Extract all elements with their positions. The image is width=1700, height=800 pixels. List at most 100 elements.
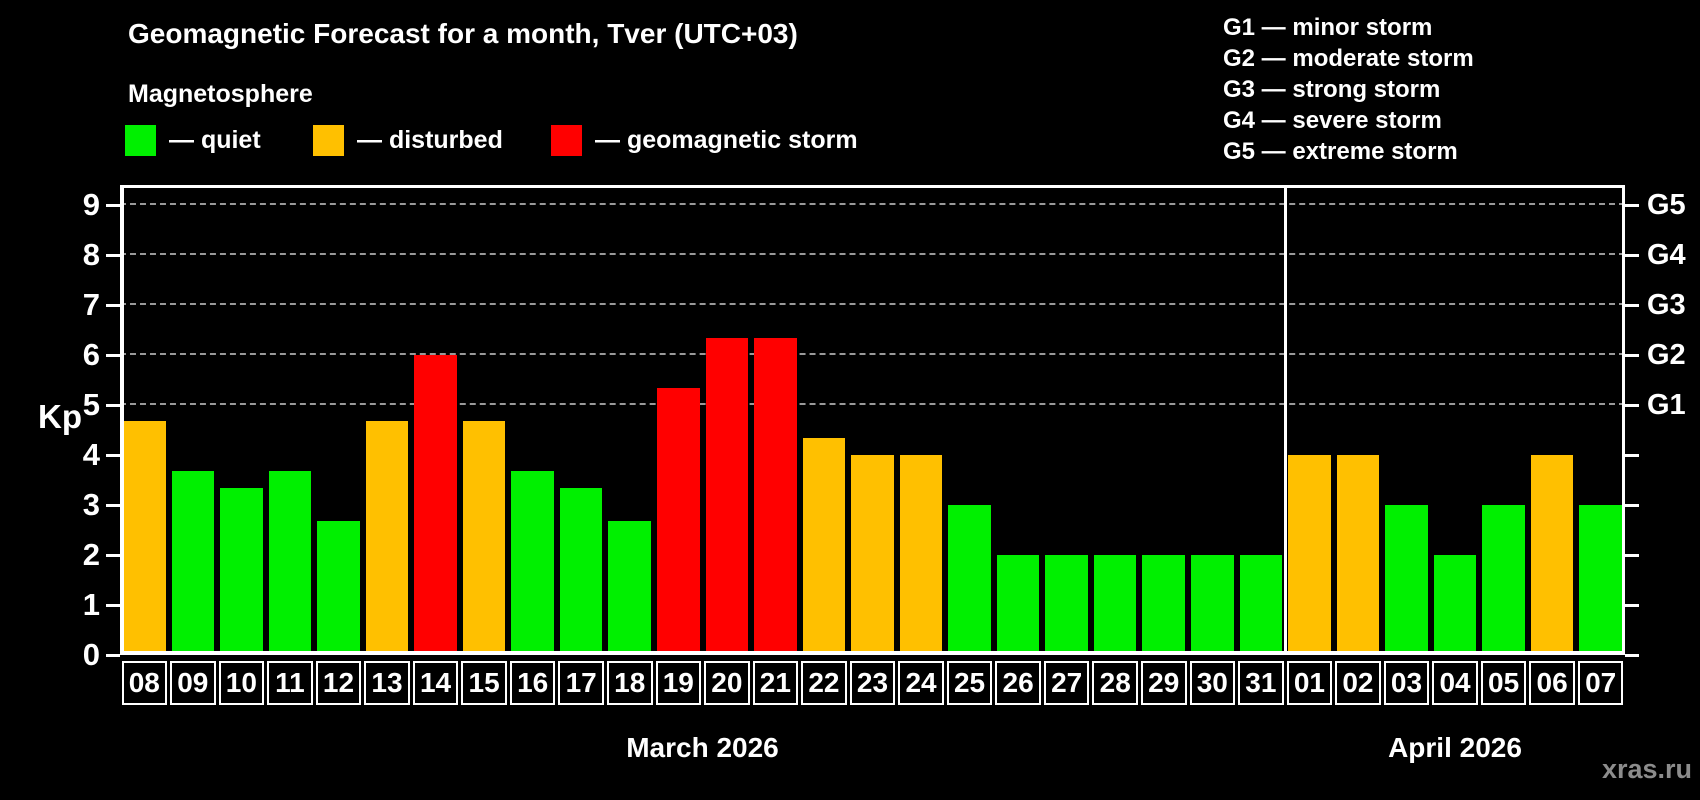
g-level-label-G3: G3 (1647, 289, 1686, 321)
kp-bar-day-01 (1288, 455, 1331, 655)
kp-bar-day-12 (317, 521, 360, 655)
kp-bar-day-20 (705, 338, 749, 655)
left-tick-0 (106, 654, 120, 657)
bar-column-day-23 (848, 185, 897, 655)
kp-bar-day-06 (1530, 455, 1574, 655)
day-label-07: 07 (1577, 661, 1624, 705)
bar-column-day-27 (1042, 185, 1091, 655)
y-tick-label-0: 0 (82, 637, 100, 672)
bar-column-day-01 (1285, 185, 1334, 655)
bar-column-day-18 (605, 185, 654, 655)
bar-column-day-14 (411, 185, 460, 655)
kp-bar-day-23 (851, 455, 894, 655)
bar-column-day-03 (1382, 185, 1431, 655)
day-label-23: 23 (849, 661, 896, 705)
bar-column-day-11 (266, 185, 315, 655)
kp-bar-day-16 (511, 471, 554, 655)
bars-row (120, 185, 1625, 655)
day-label-17: 17 (558, 661, 604, 705)
storm-scale-line: G2 — moderate storm (1223, 45, 1474, 72)
day-label-24: 24 (898, 661, 944, 705)
kp-bar-day-26 (996, 555, 1040, 655)
kp-bar-day-24 (899, 455, 943, 655)
y-tick-label-2: 2 (82, 537, 100, 572)
kp-bar-day-13 (365, 421, 409, 655)
legend-item-quiet: — quiet (125, 124, 261, 156)
y-tick-label-8: 8 (82, 237, 100, 272)
bar-column-day-20 (703, 185, 752, 655)
day-label-08: 08 (121, 661, 168, 705)
day-label-19: 19 (655, 661, 702, 705)
day-label-01: 01 (1286, 661, 1333, 705)
day-label-03: 03 (1383, 661, 1430, 705)
gridline-kp-8 (120, 253, 1625, 255)
month-label: March 2026 (626, 732, 779, 763)
bar-column-day-02 (1334, 185, 1383, 655)
day-label-29: 29 (1140, 661, 1187, 705)
disturbed-color-swatch-icon (313, 124, 344, 156)
page-title: Geomagnetic Forecast for a month, Tver (… (128, 18, 798, 49)
day-label-21: 21 (752, 661, 799, 705)
gridline-kp-9 (120, 203, 1625, 205)
right-tick-5 (1625, 404, 1639, 407)
bar-column-day-08 (120, 185, 169, 655)
bar-column-day-21 (751, 185, 800, 655)
g-level-label-G2: G2 (1647, 339, 1686, 371)
day-label-20: 20 (704, 661, 750, 705)
day-label-31: 31 (1238, 661, 1284, 705)
day-label-09: 09 (170, 661, 216, 705)
kp-bar-day-22 (802, 438, 846, 655)
kp-bar-day-25 (948, 505, 991, 655)
right-tick-1 (1625, 604, 1639, 607)
left-tick-6 (106, 354, 120, 357)
kp-bar-day-04 (1433, 555, 1477, 655)
left-tick-5 (106, 404, 120, 407)
bar-column-day-22 (800, 185, 849, 655)
bar-column-day-05 (1479, 185, 1528, 655)
y-tick-label-4: 4 (82, 437, 100, 472)
gridline-kp-7 (120, 303, 1625, 305)
day-label-30: 30 (1189, 661, 1236, 705)
y-tick-label-9: 9 (82, 187, 100, 222)
kp-bar-day-18 (608, 521, 652, 655)
bar-column-day-07 (1576, 185, 1625, 655)
day-label-06: 06 (1529, 661, 1575, 705)
storm-scale-line: G4 — severe storm (1223, 107, 1442, 134)
bar-column-day-26 (994, 185, 1043, 655)
storm-color-swatch-icon (551, 124, 582, 156)
right-tick-9 (1625, 204, 1639, 207)
right-tick-0 (1625, 654, 1639, 657)
magnetosphere-subtitle: Magnetosphere (128, 80, 313, 108)
kp-bar-day-08 (123, 421, 166, 655)
left-tick-4 (106, 454, 120, 457)
day-label-27: 27 (1043, 661, 1090, 705)
left-tick-1 (106, 604, 120, 607)
day-label-16: 16 (509, 661, 556, 705)
y-tick-label-5: 5 (82, 387, 100, 422)
legend-item-disturbed: — disturbed (313, 124, 503, 156)
right-tick-4 (1625, 454, 1639, 457)
quiet-color-swatch-icon (125, 124, 156, 156)
kp-bar-day-15 (462, 421, 506, 655)
y-axis-label: Kp (38, 398, 82, 435)
left-tick-7 (106, 304, 120, 307)
left-tick-9 (106, 204, 120, 207)
right-tick-3 (1625, 504, 1639, 507)
left-tick-2 (106, 554, 120, 557)
day-label-05: 05 (1480, 661, 1527, 705)
kp-bar-day-05 (1482, 505, 1525, 655)
bar-column-day-29 (1139, 185, 1188, 655)
bar-column-day-10 (217, 185, 266, 655)
kp-bar-day-17 (559, 488, 603, 655)
kp-bar-day-09 (171, 471, 215, 655)
day-label-12: 12 (315, 661, 362, 705)
kp-bar-day-27 (1045, 555, 1088, 655)
month-label: April 2026 (1388, 732, 1522, 763)
day-label-11: 11 (267, 661, 313, 705)
bar-column-day-16 (508, 185, 557, 655)
kp-bar-day-29 (1142, 555, 1186, 655)
bar-column-day-13 (363, 185, 412, 655)
y-tick-label-7: 7 (82, 287, 100, 322)
storm-scale-line: G1 — minor storm (1223, 14, 1433, 41)
kp-bar-day-21 (754, 338, 797, 655)
